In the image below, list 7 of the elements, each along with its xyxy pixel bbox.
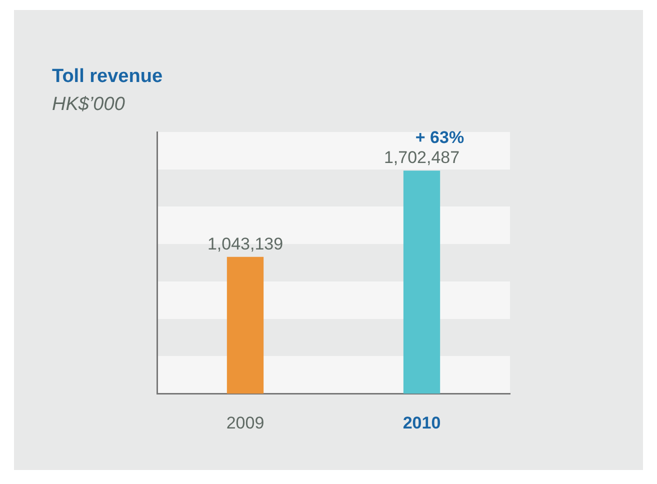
x-tick-label: 2010: [402, 413, 441, 432]
data-label: 1,702,487: [384, 148, 460, 168]
chart-title: Toll revenue: [52, 66, 163, 88]
chart-subtitle: HK$’000: [52, 94, 125, 116]
data-label: 1,043,139: [207, 234, 284, 254]
x-tick-label: 2009: [226, 413, 264, 432]
annotation: + 63%: [415, 128, 464, 148]
